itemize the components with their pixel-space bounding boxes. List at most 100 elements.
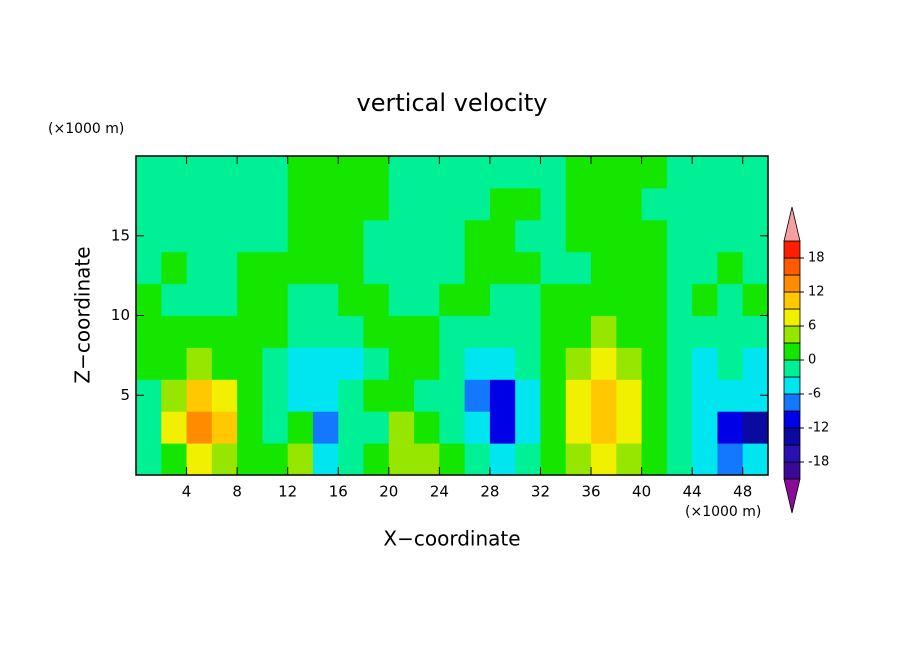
contour-cell xyxy=(211,156,238,189)
contour-cell xyxy=(186,156,213,189)
contour-cell xyxy=(515,411,541,444)
contour-cell xyxy=(186,379,213,412)
contour-cell xyxy=(161,347,188,380)
contour-cell xyxy=(591,315,617,348)
contour-cell xyxy=(666,411,693,444)
contour-cell xyxy=(161,443,188,476)
contour-cell xyxy=(161,187,188,221)
contour-cell xyxy=(565,347,592,380)
x-tick-label: 16 xyxy=(329,483,348,501)
colorbar-box xyxy=(783,308,801,327)
contour-cell xyxy=(262,411,289,444)
contour-cell xyxy=(312,219,339,253)
contour-cell xyxy=(161,379,188,412)
contour-cell xyxy=(262,156,289,189)
contour-cell xyxy=(312,411,339,444)
colorbar-tick-label: -18 xyxy=(808,455,829,470)
contour-cell xyxy=(186,411,213,444)
contour-cell xyxy=(388,283,415,316)
contour-cell xyxy=(287,156,314,189)
contour-cell xyxy=(439,156,466,189)
contour-cell xyxy=(464,411,491,444)
contour-cell xyxy=(616,379,643,412)
contour-cell xyxy=(211,187,238,221)
contour-cell xyxy=(717,187,744,221)
contour-cell xyxy=(489,315,516,348)
contour-cell xyxy=(211,283,238,316)
contour-cell xyxy=(464,156,491,189)
chart-title: vertical velocity xyxy=(357,89,548,117)
contour-cell xyxy=(161,411,188,444)
contour-cell xyxy=(312,443,339,476)
contour-cell xyxy=(591,156,617,189)
x-tick-label: 8 xyxy=(232,483,242,501)
contour-cell xyxy=(616,315,643,348)
contour-cell xyxy=(363,283,390,316)
contour-cell xyxy=(742,443,769,476)
contour-cell xyxy=(717,156,744,189)
contour-cell xyxy=(641,443,668,476)
contour-cell xyxy=(363,187,390,221)
contour-cell xyxy=(692,443,718,476)
contour-cell xyxy=(237,187,263,221)
contour-cell xyxy=(414,315,440,348)
contour-cell xyxy=(414,379,440,412)
contour-cell xyxy=(515,219,541,253)
contour-cell xyxy=(388,379,415,412)
contour-cell xyxy=(439,251,466,285)
contour-cell xyxy=(692,251,718,285)
contour-cell xyxy=(717,347,744,380)
contour-cell xyxy=(161,219,188,253)
contour-cell xyxy=(692,347,718,380)
contour-cell xyxy=(591,283,617,316)
contour-cell xyxy=(515,379,541,412)
contour-cell xyxy=(363,379,390,412)
contour-cell xyxy=(641,219,668,253)
contour-cell xyxy=(136,347,162,380)
contour-cell xyxy=(616,251,643,285)
contour-cell xyxy=(237,219,263,253)
contour-cell xyxy=(616,443,643,476)
contour-cell xyxy=(186,283,213,316)
contour-cell xyxy=(742,156,769,189)
contour-cell xyxy=(692,379,718,412)
contour-cell xyxy=(312,283,339,316)
colorbar-box xyxy=(783,376,801,395)
contour-cell xyxy=(363,219,390,253)
contour-cell xyxy=(161,251,188,285)
contour-cell xyxy=(363,251,390,285)
contour-cell xyxy=(641,347,668,380)
contour-cell xyxy=(262,379,289,412)
contour-cell xyxy=(388,315,415,348)
contour-cell xyxy=(338,156,365,189)
contour-cell xyxy=(363,156,390,189)
contour-cell xyxy=(489,379,516,412)
contour-cell xyxy=(136,251,162,285)
contour-cell xyxy=(287,347,314,380)
contour-cell xyxy=(338,219,365,253)
contour-cell xyxy=(338,315,365,348)
contour-cell xyxy=(414,251,440,285)
colorbar-tick-label: 12 xyxy=(808,285,825,300)
colorbar-tick-label: 0 xyxy=(808,353,816,368)
contour-cell xyxy=(388,251,415,285)
contour-cell xyxy=(489,156,516,189)
contour-cell xyxy=(616,411,643,444)
contour-cell xyxy=(414,347,440,380)
x-tick-label: 44 xyxy=(683,483,702,501)
contour-cell xyxy=(262,251,289,285)
contour-cell xyxy=(666,379,693,412)
contour-cell xyxy=(641,187,668,221)
colorbar-box xyxy=(783,257,801,276)
colorbar-tick-label: 18 xyxy=(808,251,825,266)
contour-cell xyxy=(464,347,491,380)
colorbar-box xyxy=(783,427,801,446)
contour-cell xyxy=(489,251,516,285)
contour-cell xyxy=(489,283,516,316)
contour-cell xyxy=(211,379,238,412)
contour-cell xyxy=(666,347,693,380)
contour-cell xyxy=(540,283,567,316)
contour-cell xyxy=(717,411,744,444)
contour-cell xyxy=(312,156,339,189)
contour-cell xyxy=(742,347,769,380)
